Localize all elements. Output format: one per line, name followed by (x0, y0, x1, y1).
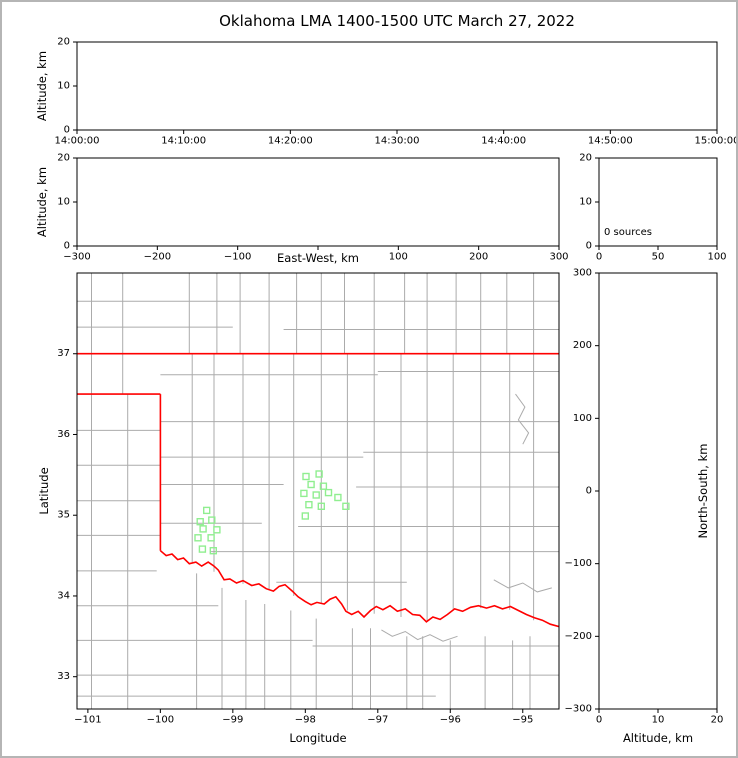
lma-station-marker (202, 506, 211, 515)
x-tick-label: −99 (222, 714, 243, 725)
y-tick-label: 0 (64, 125, 70, 136)
lma-station-marker (324, 488, 333, 497)
x-tick-label: 100 (389, 251, 408, 262)
lma-station-marker (312, 491, 320, 499)
x-tick-label: 0 (596, 251, 602, 262)
y-tick-label: 20 (579, 153, 592, 164)
y-tick-label: 0 (586, 486, 592, 497)
x-tick-label: 14:50:00 (588, 135, 633, 146)
lma-station-marker (196, 518, 204, 526)
y-tick-label: −100 (565, 558, 592, 569)
y-tick-label: 34 (57, 590, 70, 601)
panel-frame-plan_view_map (76, 272, 560, 710)
x-tick-label: −200 (144, 251, 171, 262)
x-tick-label: −98 (295, 714, 316, 725)
lma-station-marker (302, 472, 310, 481)
sources-count-annotation: 0 sources (604, 227, 652, 238)
y-tick-label: 37 (57, 348, 70, 359)
x-axis-label-altitude-ns-panel: Altitude, km (622, 731, 694, 745)
lma-station-marker (319, 482, 328, 490)
y-tick-label: 10 (57, 197, 70, 208)
y-tick-label: 200 (573, 340, 592, 351)
y-tick-label: 35 (57, 510, 70, 521)
county-boundary-line (493, 579, 552, 593)
state-boundary-line (159, 550, 559, 628)
y-tick-label: −200 (565, 631, 592, 642)
x-tick-label: −97 (367, 714, 388, 725)
lma-station-marker (300, 489, 308, 498)
x-tick-label: −100 (224, 251, 251, 262)
x-tick-label: 14:40:00 (481, 135, 526, 146)
panel-frame-time_height (76, 41, 718, 131)
county-boundary-line (381, 629, 458, 642)
county-boundary-line (515, 393, 530, 445)
y-axis-label-north-south: North-South, km (696, 443, 710, 539)
y-axis-label-latitude: Latitude (37, 467, 51, 515)
x-tick-label: 20 (711, 714, 724, 725)
lma-station-marker (213, 526, 221, 534)
y-tick-label: 20 (57, 153, 70, 164)
x-axis-label-east-west: East-West, km (273, 251, 363, 265)
y-tick-label: 100 (573, 413, 592, 424)
x-tick-label: −96 (440, 714, 461, 725)
x-tick-label: 14:00:00 (55, 135, 100, 146)
x-axis-label-longitude: Longitude (289, 731, 347, 745)
lma-station-marker (207, 534, 215, 542)
map-content (77, 273, 559, 709)
lma-station-marker (342, 502, 350, 510)
y-tick-label: 0 (64, 241, 70, 252)
lma-station-marker (194, 534, 202, 542)
x-tick-label: 100 (707, 251, 726, 262)
x-tick-label: −95 (512, 714, 533, 725)
x-tick-label: −300 (63, 251, 90, 262)
lma-station-marker (334, 493, 342, 502)
y-tick-label: 0 (586, 241, 592, 252)
lma-station-marker (315, 470, 323, 478)
x-tick-label: 50 (652, 251, 665, 262)
x-tick-label: −101 (74, 714, 101, 725)
x-tick-label: 15:00:00 (695, 135, 736, 146)
lma-station-marker (305, 501, 313, 509)
panel-frame-ew_height (76, 157, 560, 247)
x-tick-label: 200 (469, 251, 488, 262)
lma-station-marker (199, 525, 207, 533)
lma-station-marker (198, 545, 207, 553)
x-tick-label: 14:20:00 (268, 135, 313, 146)
y-tick-label: 20 (57, 37, 70, 48)
x-tick-label: 14:10:00 (161, 135, 206, 146)
y-tick-label: −300 (565, 704, 592, 715)
lma-station-marker (317, 502, 325, 510)
y-tick-label: 10 (579, 197, 592, 208)
lma-station-marker (307, 480, 315, 489)
y-tick-label: 300 (573, 268, 592, 279)
y-tick-label: 10 (57, 81, 70, 92)
figure-title: Oklahoma LMA 1400-1500 UTC March 27, 202… (219, 12, 575, 30)
y-tick-label: 36 (57, 429, 70, 440)
y-axis-label-altitude-ew-panel: Altitude, km (35, 166, 49, 238)
x-tick-label: 0 (596, 714, 602, 725)
y-axis-label-altitude-time-panel: Altitude, km (35, 50, 49, 122)
x-tick-label: −100 (147, 714, 174, 725)
lma-station-marker (301, 512, 309, 520)
x-tick-label: 14:30:00 (375, 135, 420, 146)
lma-station-marker (209, 547, 218, 555)
y-tick-label: 33 (57, 671, 70, 682)
lma-station-marker (208, 516, 216, 524)
x-tick-label: 10 (652, 714, 665, 725)
x-tick-label: 300 (549, 251, 568, 262)
